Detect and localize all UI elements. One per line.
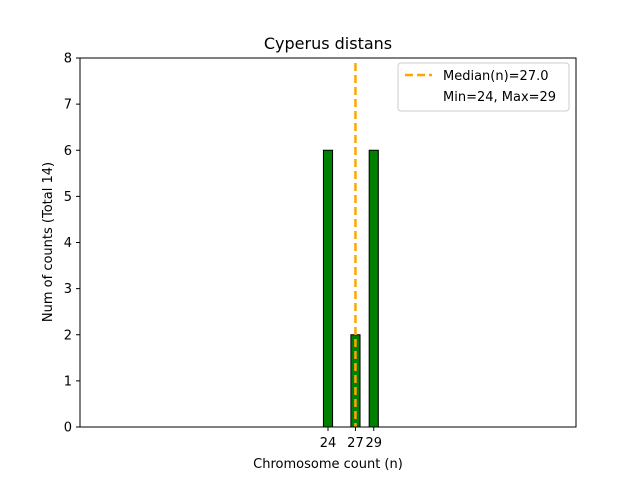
x-tick-label: 27 — [347, 436, 364, 451]
legend: Median(n)=27.0 Min=24, Max=29 — [397, 62, 570, 112]
y-tick-label: 2 — [64, 328, 72, 343]
y-tick-label: 7 — [64, 98, 72, 113]
y-axis-label: Num of counts (Total 14) — [41, 162, 56, 322]
y-tick-label: 8 — [64, 52, 72, 67]
y-tick-label: 5 — [64, 190, 72, 205]
y-tick-label: 1 — [64, 374, 72, 389]
legend-box — [397, 62, 570, 112]
x-axis-ticks: 24 27 29 — [320, 427, 382, 451]
x-axis-label: Chromosome count (n) — [253, 457, 403, 472]
y-tick-label: 6 — [64, 144, 72, 159]
legend-entry-min-max: Min=24, Max=29 — [443, 90, 556, 105]
chart-title: Cyperus distans — [264, 34, 392, 53]
y-tick-label: 4 — [64, 236, 72, 251]
x-tick-label: 29 — [365, 436, 382, 451]
y-axis-ticks: 0 1 2 3 4 5 6 7 8 — [64, 52, 80, 436]
legend-entry-median: Median(n)=27.0 — [443, 69, 549, 84]
x-tick-label: 24 — [320, 436, 337, 451]
y-tick-label: 0 — [64, 421, 72, 436]
y-tick-label: 3 — [64, 282, 72, 297]
bar-29 — [368, 149, 379, 428]
bar-24 — [322, 149, 334, 428]
